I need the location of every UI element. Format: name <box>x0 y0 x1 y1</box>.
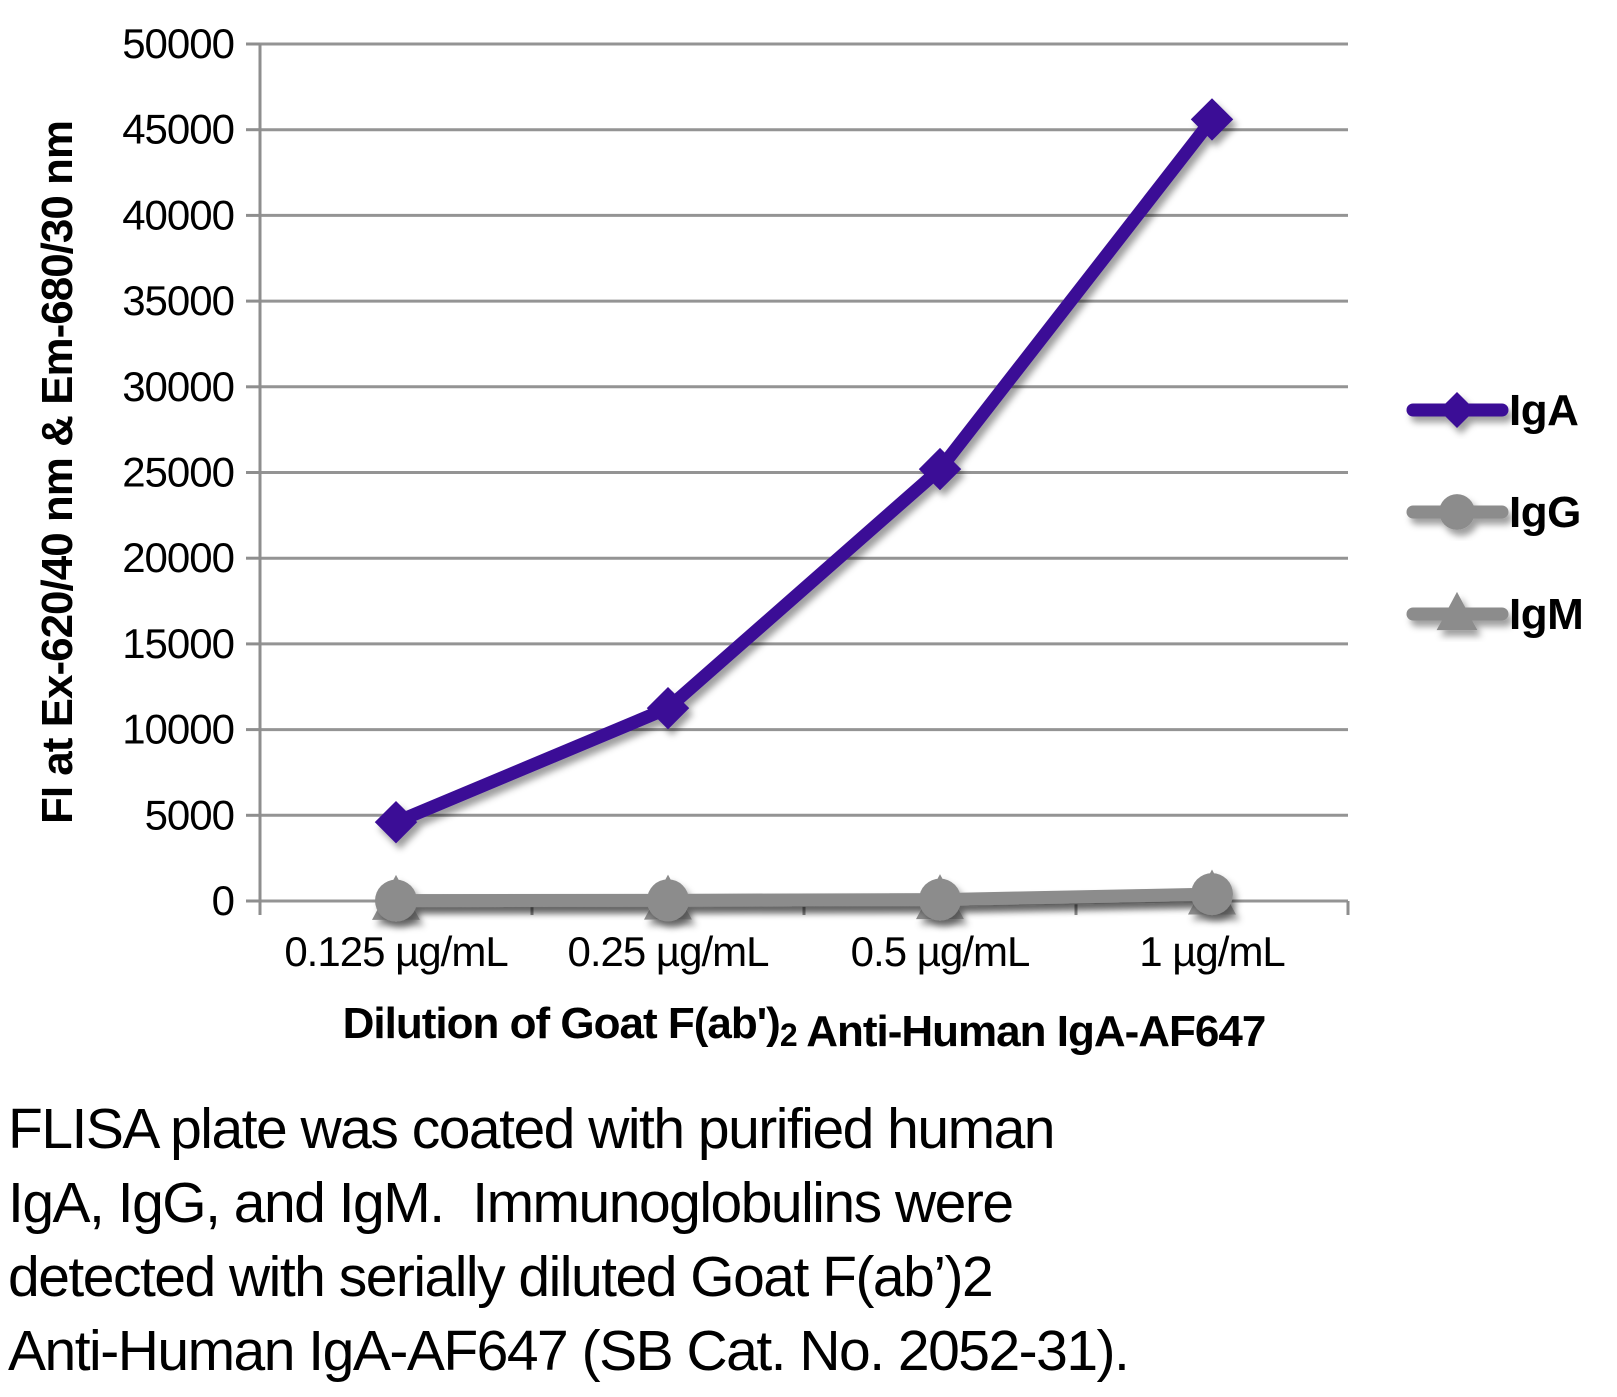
flisa-line-chart: 0 5000 10000 15000 20000 25000 30000 35000 40000… <box>33 20 1584 1056</box>
legend-label-IgG: IgG <box>1509 488 1581 537</box>
series-line-IgG <box>389 887 1219 908</box>
x-axis-title-subscript: 2 <box>780 1017 797 1053</box>
y-tick-label: 35000 <box>122 277 234 324</box>
y-tick-label: 0 <box>212 877 234 924</box>
caption-line: IgA, IgG, and IgM. Immunoglobulins were <box>8 1171 1014 1235</box>
x-tick-label: 0.5 µg/mL <box>851 928 1030 975</box>
legend-label-IgA: IgA <box>1509 386 1578 435</box>
triangle-marker-icon <box>1436 591 1478 631</box>
circle-marker-icon <box>647 879 689 922</box>
legend-item-IgG <box>1406 494 1509 530</box>
series-IgA <box>374 98 1234 844</box>
y-axis-title: FI at Ex-620/40 nm & Em-680/30 nm <box>33 121 82 824</box>
y-tick-label: 5000 <box>145 791 234 838</box>
circle-marker-icon <box>1439 494 1475 530</box>
y-tick-label: 40000 <box>122 191 234 238</box>
x-tick-label: 0.25 µg/mL <box>568 928 769 975</box>
diamond-marker-icon <box>1190 98 1234 141</box>
figure-caption: FLISA plate was coated with purified hum… <box>8 1092 1130 1388</box>
x-axis-title-part: Anti-Human IgA-AF647 <box>797 1007 1266 1056</box>
diamond-marker-icon <box>1438 391 1476 429</box>
y-tick-label: 25000 <box>122 449 234 496</box>
x-tick-label: 1 µg/mL <box>1139 928 1285 975</box>
circle-marker-icon <box>375 879 417 922</box>
circle-marker-icon <box>1191 873 1233 916</box>
y-tick-label: 30000 <box>122 363 234 410</box>
diamond-marker-icon <box>374 800 418 844</box>
caption-line: detected with serially diluted Goat F(ab… <box>8 1245 994 1309</box>
caption-line: FLISA plate was coated with purified hum… <box>8 1097 1055 1161</box>
x-axis-title: Dilution of Goat F(ab')2 Anti-Human IgA-… <box>343 999 1266 1056</box>
circle-marker-icon <box>919 878 961 921</box>
y-tick-label: 10000 <box>122 706 234 753</box>
legend-label-IgM: IgM <box>1509 590 1583 639</box>
y-tick-label: 50000 <box>122 20 234 67</box>
series-IgG <box>375 873 1233 922</box>
legend: IgA IgG IgM <box>1406 386 1584 639</box>
y-tick-label: 20000 <box>122 534 234 581</box>
legend-item-IgA <box>1406 391 1509 429</box>
y-tick-label: 15000 <box>122 620 234 667</box>
y-tick-label: 45000 <box>122 106 234 153</box>
x-axis-title-part: Dilution of Goat F(ab') <box>343 999 780 1048</box>
series-line-IgA <box>389 112 1219 829</box>
caption-line: Anti-Human IgA-AF647 (SB Cat. No. 2052-3… <box>8 1319 1130 1383</box>
x-tick-label: 0.125 µg/mL <box>284 928 507 975</box>
legend-item-IgM <box>1406 591 1509 631</box>
